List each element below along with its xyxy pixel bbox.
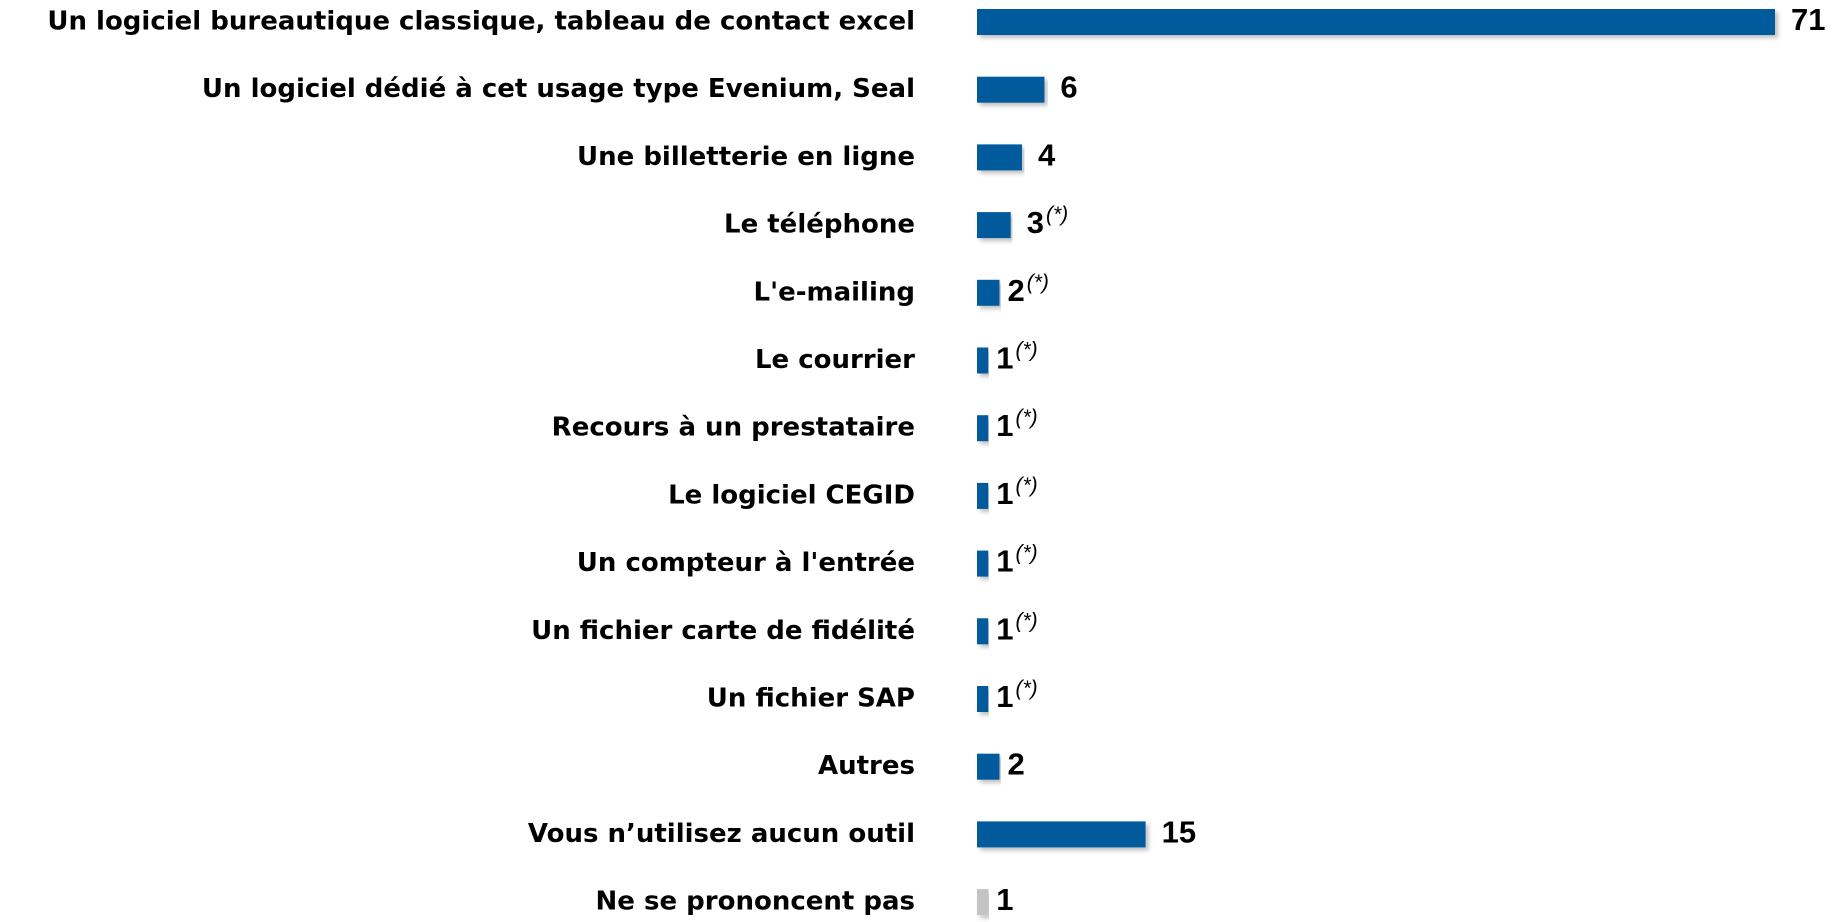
value: 15 [1162, 815, 1196, 850]
note: (*) [1015, 406, 1037, 429]
bar [977, 686, 989, 712]
bar [977, 753, 1000, 780]
bar [977, 347, 989, 374]
value-label: 2 [1007, 747, 1024, 782]
value: 1 [996, 476, 1013, 511]
value: 1 [996, 611, 1013, 646]
value: 71 [1791, 2, 1825, 37]
category-label: Un compteur à l'entrée [577, 548, 915, 578]
category-label: Le logiciel CEGID [668, 480, 915, 510]
value: 1 [996, 679, 1013, 714]
category-label: Ne se prononcent pas [596, 887, 915, 917]
bar [977, 550, 989, 577]
note: (*) [1027, 270, 1049, 293]
category-label: Recours à un prestataire [552, 413, 915, 443]
value-label: 15 [1162, 815, 1196, 850]
value-label: 1(*) [996, 609, 1037, 647]
value-label: 1(*) [996, 541, 1037, 579]
note: (*) [1015, 338, 1037, 361]
value-label: 2(*) [1007, 270, 1048, 308]
bar [977, 821, 1146, 848]
value-label: 3(*) [1027, 203, 1068, 241]
value-label: 6 [1060, 70, 1077, 105]
value: 3 [1027, 205, 1044, 240]
category-label: Le téléphone [724, 210, 915, 240]
category-label: Un fichier carte de fidélité [531, 616, 915, 646]
value: 1 [996, 544, 1013, 579]
bar [977, 618, 989, 645]
category-label: Le courrier [755, 345, 915, 375]
bar [977, 415, 989, 442]
value-label: 1 [996, 882, 1013, 917]
note: (*) [1015, 677, 1037, 700]
note: (*) [1015, 473, 1037, 496]
value-label: 71 [1791, 2, 1825, 37]
bar [977, 279, 1000, 306]
value: 2 [1007, 273, 1024, 308]
category-label: Un logiciel dédié à cet usage type Eveni… [202, 74, 915, 104]
value: 1 [996, 408, 1013, 443]
value-label: 4 [1038, 138, 1056, 173]
note: (*) [1015, 609, 1037, 632]
value: 1 [996, 341, 1013, 376]
bar [977, 76, 1045, 103]
note: (*) [1015, 541, 1037, 564]
bar [977, 212, 1011, 239]
value: 4 [1038, 138, 1056, 173]
bar [977, 9, 1775, 35]
category-label: Une billetterie en ligne [577, 142, 915, 172]
bar [977, 482, 989, 509]
value: 1 [996, 882, 1013, 917]
bar [977, 889, 989, 916]
category-label: Un logiciel bureautique classique, table… [47, 7, 915, 37]
bar [977, 144, 1022, 171]
value: 6 [1060, 70, 1077, 105]
value-label: 1(*) [996, 406, 1037, 444]
category-label: L'e-mailing [754, 277, 915, 307]
value-label: 1(*) [996, 677, 1037, 715]
category-label: Autres [818, 751, 915, 781]
value-label: 1(*) [996, 473, 1037, 511]
category-label: Vous n’utilisez aucun outil [528, 819, 915, 849]
value: 2 [1007, 747, 1024, 782]
value-label: 1(*) [996, 338, 1037, 376]
category-label: Un fichier SAP [707, 684, 915, 714]
note: (*) [1046, 203, 1068, 226]
